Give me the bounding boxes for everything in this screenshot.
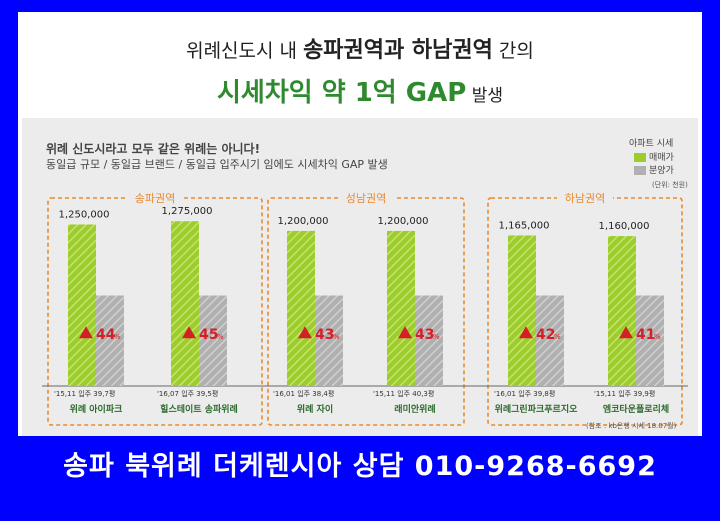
increase-pct-unit: % bbox=[433, 333, 440, 341]
presale-bar bbox=[636, 295, 664, 386]
legend-swatch-sale bbox=[634, 153, 646, 162]
presale-bar bbox=[536, 295, 564, 386]
sale-bar bbox=[508, 235, 536, 386]
sale-bar bbox=[68, 224, 96, 386]
increase-pct: 43 bbox=[415, 327, 434, 343]
group-box bbox=[47, 197, 263, 426]
unit-label: (단위: 천원) bbox=[652, 181, 688, 189]
infographic-frame: 위례신도시 내 송파권역과 하남권역 간의 시세차익 약 1억 GAP 발생 송… bbox=[18, 12, 702, 436]
value-label: 1,200,000 bbox=[278, 216, 329, 227]
increase-arrow-icon bbox=[298, 326, 312, 339]
apartment-name: 래미안위례 bbox=[394, 403, 435, 415]
bar-info: '16,01 입주 39,8평 bbox=[494, 389, 555, 398]
apartment-name: 위례그린파크푸르지오 bbox=[495, 403, 579, 415]
increase-pct-unit: % bbox=[554, 333, 561, 341]
legend-label-presale: 분양가 bbox=[649, 166, 674, 176]
group-label-bg bbox=[338, 191, 394, 205]
bar-info: '15,11 입주 39,7평 bbox=[54, 389, 115, 398]
headline-line1: 위례신도시 내 송파권역과 하남권역 간의 bbox=[18, 32, 702, 64]
sale-bar bbox=[287, 230, 315, 386]
presale-bar bbox=[199, 295, 227, 386]
legend-item-sale: 매매가 bbox=[634, 150, 694, 163]
group-label-bg bbox=[127, 191, 183, 205]
headline-gap-suffix: 발생 bbox=[466, 86, 503, 106]
apartment-name: 위례 아이파크 bbox=[70, 403, 123, 415]
group-label: 송파권역 bbox=[135, 192, 175, 205]
presale-bar bbox=[415, 295, 443, 386]
increase-pct: 44 bbox=[96, 327, 116, 343]
apartment-name: 위례 자이 bbox=[297, 403, 333, 415]
apartment-name: 힐스테이트 송파위례 bbox=[160, 403, 238, 415]
headline-regions: 송파권역과 하남권역 bbox=[303, 38, 493, 63]
legend-swatch-presale bbox=[634, 166, 646, 175]
increase-pct: 41 bbox=[636, 327, 655, 343]
increase-pct-unit: % bbox=[654, 333, 661, 341]
headline-suffix: 간의 bbox=[492, 40, 534, 62]
legend-label-sale: 매매가 bbox=[649, 153, 674, 163]
value-label: 1,250,000 bbox=[59, 209, 110, 220]
bar-info: '15,11 입주 39,9평 bbox=[594, 389, 655, 398]
increase-pct: 43 bbox=[315, 327, 334, 343]
legend-item-presale: 분양가 bbox=[634, 163, 694, 176]
value-label: 1,160,000 bbox=[599, 221, 650, 232]
increase-pct-unit: % bbox=[114, 333, 121, 341]
headline-line2: 시세차익 약 1억 GAP 발생 bbox=[18, 72, 702, 109]
sale-bar bbox=[387, 230, 415, 386]
source-note: (참조 : kb은행 시세 18.07월) bbox=[586, 422, 677, 430]
bar-info: '16,07 입주 39,5평 bbox=[157, 389, 218, 398]
increase-arrow-icon bbox=[398, 326, 412, 339]
value-label: 1,275,000 bbox=[162, 206, 213, 217]
presale-bar bbox=[96, 295, 124, 386]
sale-bar bbox=[608, 236, 636, 386]
increase-pct-unit: % bbox=[333, 333, 340, 341]
value-label: 1,200,000 bbox=[378, 216, 429, 227]
presale-bar bbox=[315, 295, 343, 386]
increase-arrow-icon bbox=[619, 326, 633, 339]
apartment-name: 엠코타운플로리체 bbox=[603, 403, 669, 415]
increase-arrow-icon bbox=[79, 326, 93, 339]
headline: 위례신도시 내 송파권역과 하남권역 간의 시세차익 약 1억 GAP 발생 bbox=[18, 12, 702, 112]
increase-arrow-icon bbox=[182, 326, 196, 339]
contact-caption: 송파 북위례 더케렌시아 상담 010-9268-6692 bbox=[63, 451, 657, 482]
bar-info: '16,01 입주 38,4평 bbox=[273, 389, 334, 398]
increase-pct-unit: % bbox=[217, 333, 224, 341]
increase-arrow-icon bbox=[519, 326, 533, 339]
group-label: 성남권역 bbox=[346, 192, 386, 205]
note-subtitle: 동일급 규모 / 동일급 브랜드 / 동일급 입주시기 임에도 시세차익 GAP… bbox=[46, 158, 388, 171]
bar-chart: 송파권역 성남권역 하남권역 1,250,000 44% '15,11 입주 39,7평위… bbox=[42, 191, 688, 426]
note-title: 위례 신도시라고 모두 같은 위례는 아니다! bbox=[46, 142, 261, 156]
chart-panel: 송파권역 성남권역 하남권역 1,250,000 44% '15,11 입주 39,7평 위… bbox=[22, 118, 698, 436]
headline-prefix: 위례신도시 내 bbox=[186, 40, 304, 62]
headline-gap: 시세차익 약 1억 GAP bbox=[217, 78, 467, 108]
group-label: 하남권역 bbox=[565, 191, 605, 205]
group-label-bg bbox=[557, 191, 613, 205]
increase-pct: 42 bbox=[536, 327, 555, 343]
legend-title: 아파트 시세 bbox=[629, 139, 674, 149]
sale-bar bbox=[171, 221, 199, 386]
increase-pct: 45 bbox=[199, 327, 218, 343]
bar-info: '15,11 입주 40,3평 bbox=[373, 389, 434, 398]
value-label: 1,165,000 bbox=[499, 220, 550, 231]
